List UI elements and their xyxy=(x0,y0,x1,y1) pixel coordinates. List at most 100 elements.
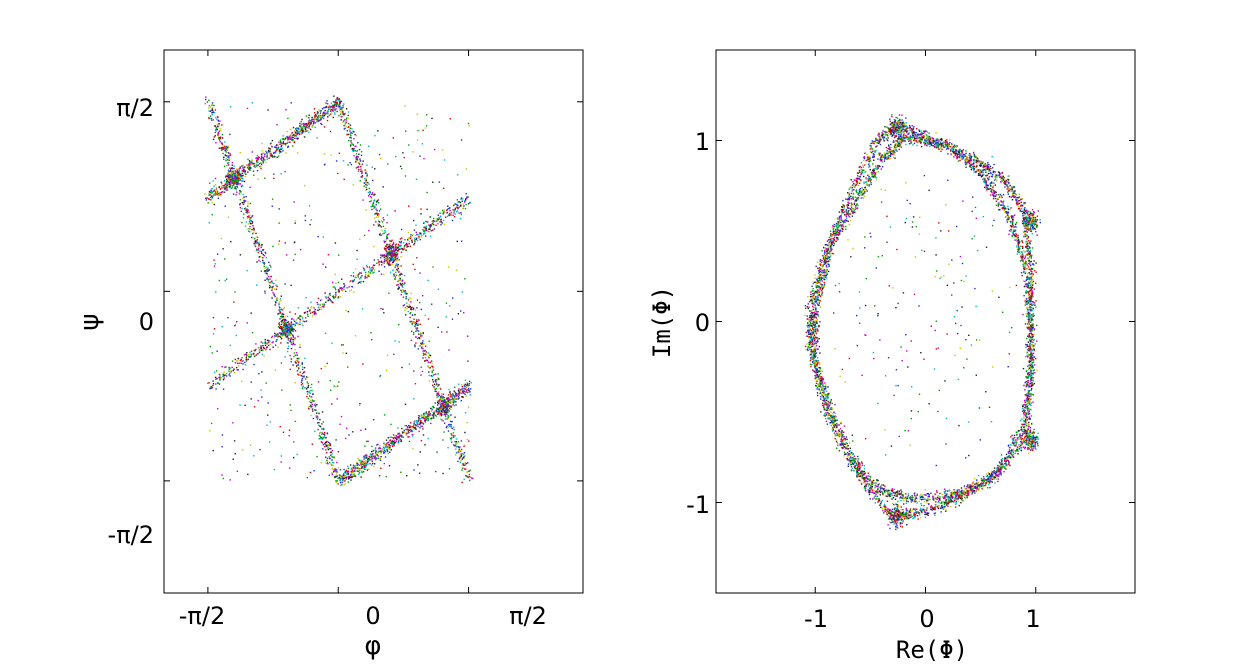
scatter-point xyxy=(319,418,321,421)
scatter-point xyxy=(350,274,352,277)
scatter-point xyxy=(239,152,241,154)
scatter-point xyxy=(415,425,417,427)
scatter-point xyxy=(351,475,353,477)
scatter-point xyxy=(269,421,272,423)
scatter-point xyxy=(386,447,388,449)
scatter-point xyxy=(277,144,279,147)
scatter-point xyxy=(417,324,419,326)
scatter-point xyxy=(368,459,370,461)
scatter-point xyxy=(412,151,414,153)
scatter-point xyxy=(237,357,240,360)
scatter-point xyxy=(205,98,207,101)
scatter-point xyxy=(221,446,223,448)
scatter-point xyxy=(287,136,289,139)
scatter-point xyxy=(264,272,266,274)
cluster-point xyxy=(441,414,443,416)
scatter-point xyxy=(227,181,229,184)
scatter-point xyxy=(253,355,256,357)
scatter-point xyxy=(226,146,228,149)
scatter-point xyxy=(296,360,299,362)
scatter-point xyxy=(332,464,334,466)
scatter-point xyxy=(371,460,373,462)
scatter-point xyxy=(258,373,260,375)
scatter-point xyxy=(408,363,411,365)
scatter-point xyxy=(374,213,376,215)
scatter-point xyxy=(208,117,210,120)
cluster-point xyxy=(285,331,287,333)
cluster-point xyxy=(445,411,448,413)
scatter-point xyxy=(238,365,240,367)
scatter-point xyxy=(423,230,425,232)
scatter-point xyxy=(957,496,960,499)
scatter-point xyxy=(468,470,470,472)
scatter-point xyxy=(212,380,214,382)
cluster-point xyxy=(384,248,386,250)
scatter-point xyxy=(382,450,384,453)
cluster-point xyxy=(284,331,286,334)
scatter-point xyxy=(330,300,332,302)
scatter-point xyxy=(333,456,335,458)
scatter-point xyxy=(333,297,335,300)
scatter-point xyxy=(278,208,280,210)
scatter-point xyxy=(264,153,266,155)
cluster-point xyxy=(442,403,444,406)
scatter-point xyxy=(312,125,314,127)
scatter-point xyxy=(383,266,386,268)
scatter-point xyxy=(261,353,264,356)
scatter-point xyxy=(404,175,407,177)
scatter-point xyxy=(413,242,416,245)
scatter-point xyxy=(314,122,316,124)
scatter-point xyxy=(403,274,406,277)
cluster-point xyxy=(287,335,289,337)
scatter-point xyxy=(419,272,421,274)
scatter-point xyxy=(453,401,455,403)
scatter-point xyxy=(332,285,334,288)
cluster-point xyxy=(440,412,443,414)
scatter-point xyxy=(415,336,417,338)
scatter-point xyxy=(376,200,378,203)
scatter-point xyxy=(349,476,351,478)
scatter-point xyxy=(313,307,315,309)
scatter-point xyxy=(379,232,381,235)
cluster-point xyxy=(395,258,397,260)
scatter-point xyxy=(432,220,435,222)
scatter-point xyxy=(432,265,434,268)
scatter-point xyxy=(323,126,326,128)
scatter-point xyxy=(401,273,403,275)
cluster-point xyxy=(227,169,230,171)
scatter-point xyxy=(425,417,427,420)
scatter-point xyxy=(221,133,223,136)
cluster-point xyxy=(444,418,447,420)
cluster-point xyxy=(434,402,436,404)
scatter-point xyxy=(455,438,458,440)
scatter-point xyxy=(399,277,401,279)
scatter-point xyxy=(255,348,257,351)
scatter-point xyxy=(333,112,336,114)
scatter-point xyxy=(312,400,314,402)
scatter-point xyxy=(372,205,374,207)
scatter-point xyxy=(326,432,328,434)
cluster-point xyxy=(283,321,285,324)
scatter-point xyxy=(257,164,259,166)
cluster-point xyxy=(447,404,450,406)
scatter-point xyxy=(392,437,394,439)
scatter-point xyxy=(413,321,415,323)
scatter-point xyxy=(1029,254,1031,256)
scatter-point xyxy=(311,408,314,410)
scatter-point xyxy=(335,108,337,110)
scatter-point xyxy=(278,335,280,337)
scatter-point xyxy=(465,395,468,397)
scatter-point xyxy=(323,303,325,305)
scatter-point xyxy=(456,442,458,444)
scatter-point xyxy=(303,371,305,373)
scatter-point xyxy=(222,185,224,187)
scatter-point xyxy=(410,301,412,303)
scatter-point xyxy=(213,193,215,195)
scatter-point xyxy=(350,142,353,144)
scatter-point xyxy=(268,344,270,347)
cluster-point xyxy=(284,330,286,332)
cluster-point xyxy=(389,244,391,247)
scatter-point xyxy=(338,106,340,108)
scatter-point xyxy=(287,141,289,144)
scatter-point xyxy=(401,247,404,250)
